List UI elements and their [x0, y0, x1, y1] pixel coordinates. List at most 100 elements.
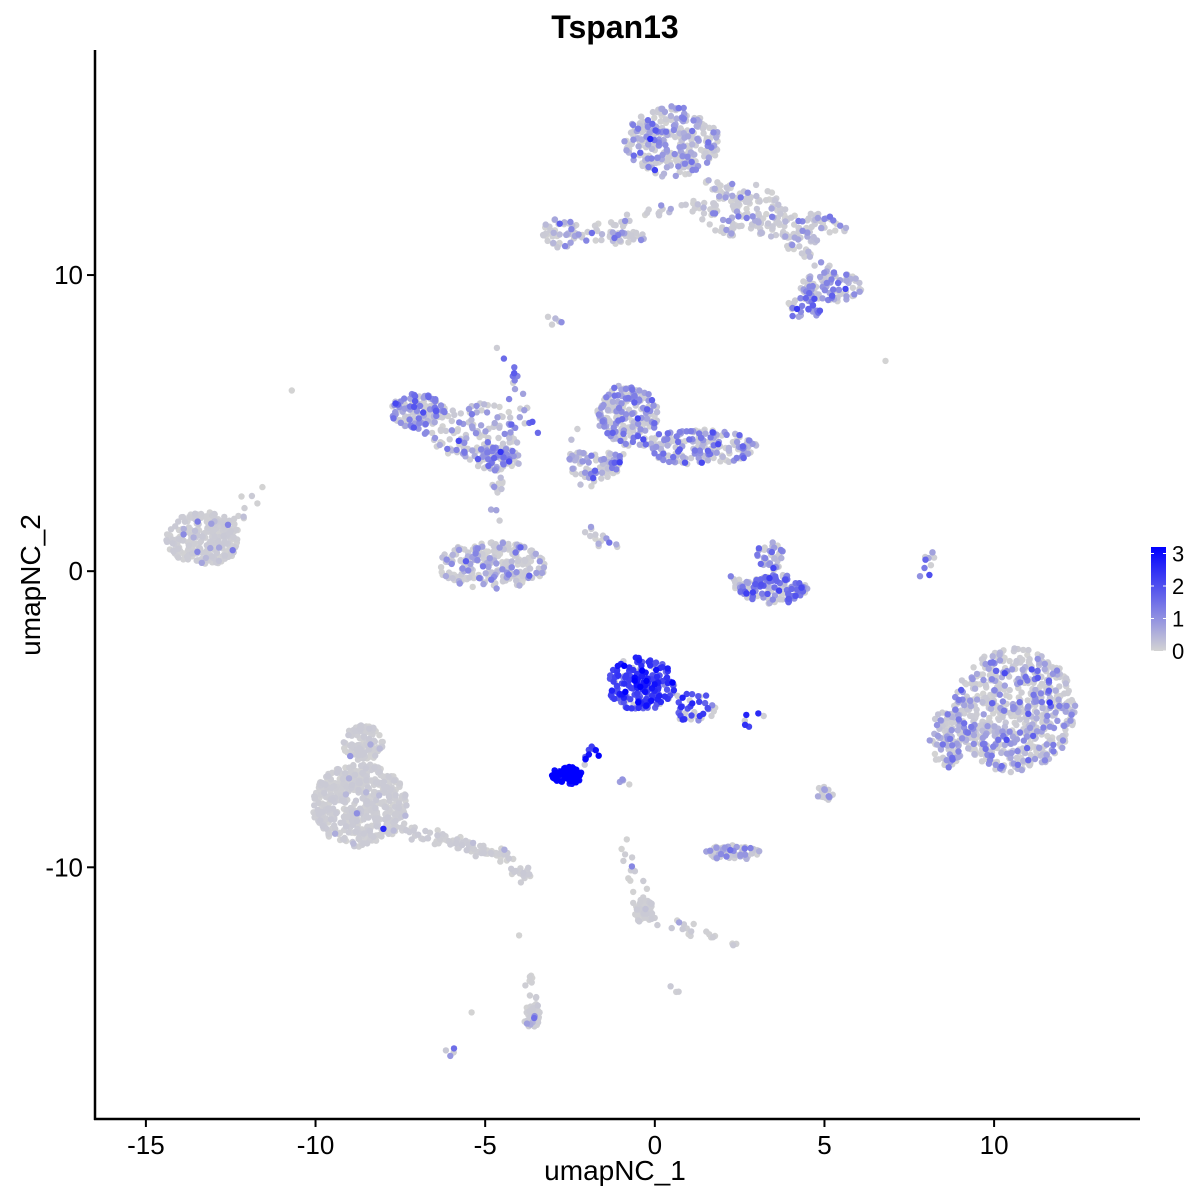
- data-point: [770, 564, 777, 572]
- data-point: [709, 934, 717, 941]
- data-point: [1029, 732, 1037, 740]
- data-point: [1033, 715, 1040, 722]
- data-point: [254, 500, 261, 507]
- data-point: [961, 720, 968, 727]
- data-point: [631, 392, 638, 400]
- data-point: [679, 925, 686, 933]
- data-point: [480, 453, 487, 460]
- data-point: [520, 869, 527, 877]
- data-point: [648, 697, 655, 704]
- data-point: [331, 822, 338, 829]
- data-point: [1006, 728, 1013, 735]
- data-point: [952, 706, 959, 713]
- data-point: [613, 541, 620, 548]
- data-point: [1023, 716, 1030, 723]
- data-point: [705, 139, 712, 146]
- data-point: [1013, 754, 1021, 761]
- data-point: [384, 814, 391, 821]
- data-point: [484, 449, 491, 456]
- data-point: [673, 433, 680, 440]
- data-point: [769, 223, 776, 230]
- data-point: [689, 700, 696, 707]
- data-point: [1003, 692, 1010, 699]
- data-point: [511, 364, 518, 371]
- data-point: [661, 693, 668, 700]
- data-point: [365, 746, 373, 753]
- data-point: [695, 693, 702, 700]
- data-point: [949, 756, 956, 763]
- data-point: [561, 242, 569, 250]
- data-point: [639, 667, 646, 674]
- data-point: [651, 681, 658, 688]
- data-point: [687, 428, 694, 435]
- data-point: [513, 439, 521, 446]
- data-point: [661, 108, 669, 116]
- data-point: [453, 840, 460, 847]
- data-point: [756, 848, 763, 855]
- data-point: [592, 747, 599, 754]
- data-point: [385, 773, 392, 780]
- data-point: [921, 564, 928, 572]
- data-point: [725, 444, 733, 452]
- data-point: [588, 229, 596, 237]
- data-point: [1054, 717, 1061, 724]
- data-point: [403, 802, 410, 809]
- data-point: [696, 698, 703, 705]
- data-point: [991, 723, 998, 730]
- data-point: [670, 126, 677, 134]
- data-point: [248, 492, 256, 500]
- data-point: [1007, 754, 1014, 761]
- data-point: [693, 122, 700, 130]
- data-point: [943, 757, 950, 764]
- data-point: [665, 154, 672, 161]
- data-point: [1046, 699, 1053, 706]
- data-point: [569, 465, 576, 472]
- data-point: [390, 415, 397, 422]
- data-point: [1071, 702, 1079, 709]
- data-point: [175, 535, 182, 543]
- data-point: [548, 321, 556, 328]
- data-point: [479, 563, 487, 570]
- colorbar: [1151, 547, 1166, 651]
- data-point: [1011, 645, 1018, 652]
- data-point: [379, 773, 387, 780]
- data-point: [651, 420, 658, 427]
- data-point: [743, 711, 750, 719]
- data-point: [610, 678, 617, 685]
- data-point: [174, 545, 182, 552]
- data-point: [432, 407, 440, 415]
- data-point: [341, 747, 349, 754]
- data-point: [809, 302, 817, 309]
- data-point: [534, 1019, 542, 1026]
- data-point: [215, 538, 222, 545]
- data-point: [710, 129, 717, 136]
- data-point: [442, 1047, 450, 1054]
- data-point: [667, 205, 674, 213]
- data-point: [450, 1045, 458, 1052]
- data-point: [645, 141, 652, 148]
- data-point: [505, 408, 512, 416]
- data-point: [339, 775, 347, 783]
- data-point: [721, 844, 729, 851]
- data-point: [623, 836, 630, 843]
- data-point: [1043, 741, 1050, 748]
- data-point: [482, 570, 489, 577]
- data-point: [458, 841, 466, 849]
- data-point: [796, 243, 803, 250]
- data-point: [376, 745, 383, 752]
- data-point: [934, 711, 942, 718]
- data-point: [689, 141, 696, 148]
- data-point: [1033, 709, 1041, 716]
- data-point: [533, 569, 540, 577]
- data-point: [663, 146, 670, 153]
- data-point: [819, 295, 826, 302]
- data-point: [688, 691, 696, 698]
- data-point: [328, 784, 335, 791]
- data-point: [567, 218, 574, 226]
- data-point: [743, 590, 750, 597]
- data-point: [663, 674, 671, 681]
- data-point: [821, 786, 828, 793]
- data-point: [830, 286, 837, 293]
- data-point: [826, 213, 834, 220]
- data-point: [758, 229, 765, 237]
